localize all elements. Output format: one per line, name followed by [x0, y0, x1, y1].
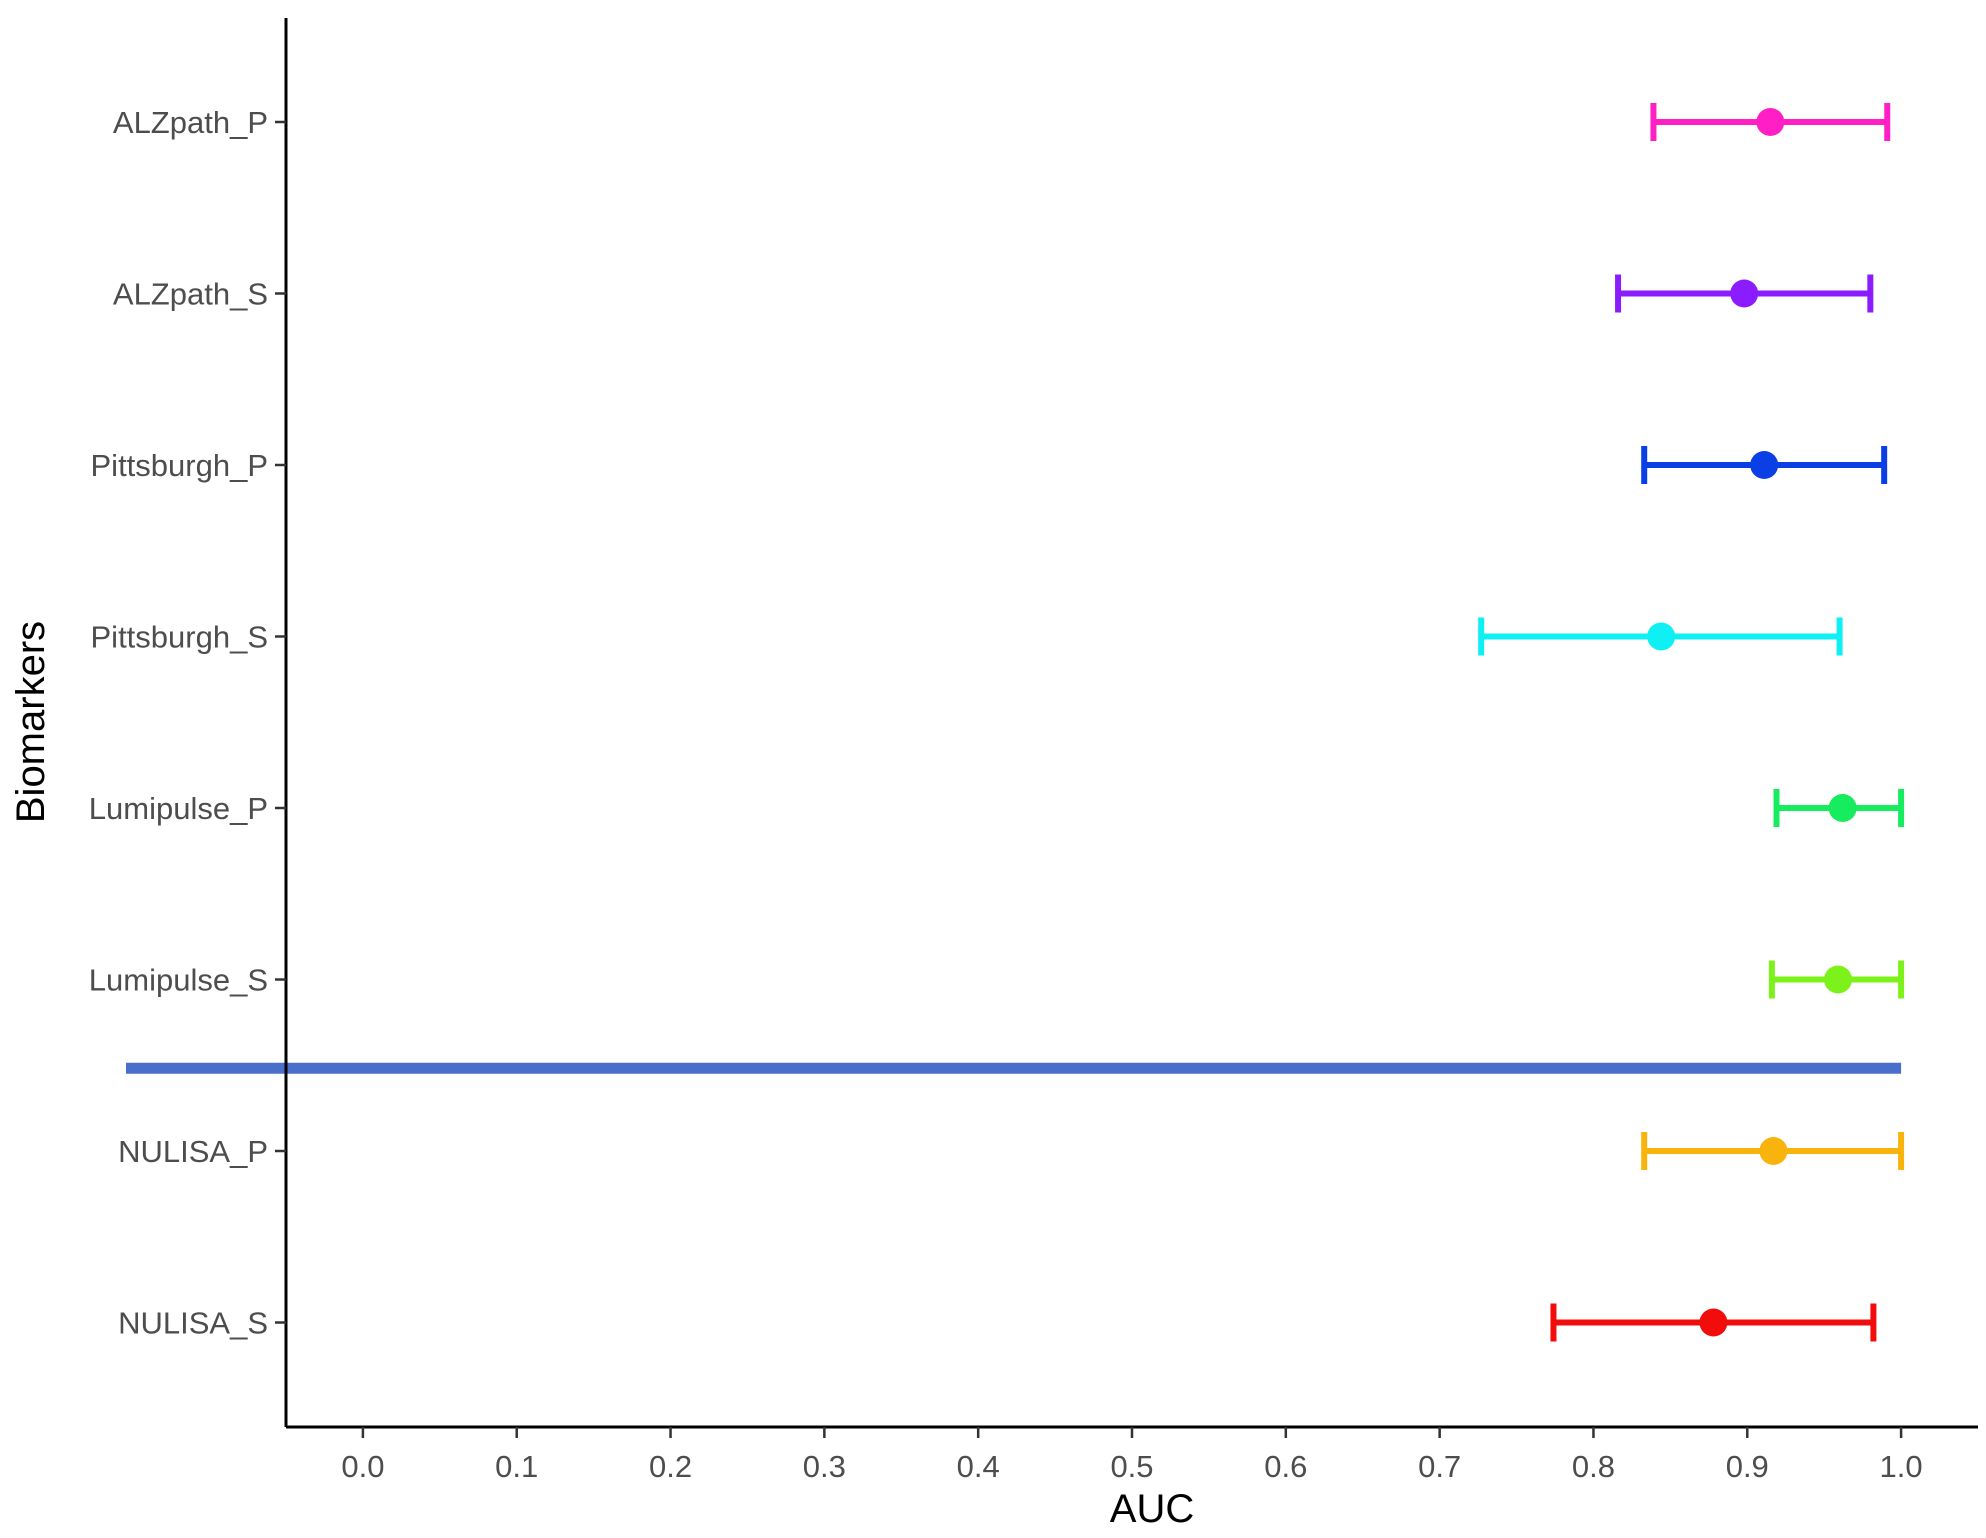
y-axis-title: Biomarkers — [9, 621, 53, 823]
error-bar-group — [1615, 274, 1874, 313]
x-tick-label: 1.0 — [1880, 1449, 1923, 1484]
auc-point — [1730, 279, 1759, 308]
x-tick-label: 0.7 — [1418, 1449, 1461, 1484]
y-tick-label: ALZpath_S — [113, 277, 268, 312]
x-tick-label: 0.5 — [1110, 1449, 1153, 1484]
y-tick-label: Lumipulse_P — [89, 791, 268, 826]
auc-point — [1824, 965, 1853, 994]
error-bar-group — [1550, 1303, 1877, 1342]
error-bar-group — [1641, 1132, 1905, 1170]
y-tick-label: Pittsburgh_S — [91, 620, 269, 655]
y-tick-label: ALZpath_P — [113, 105, 268, 140]
auc-point — [1750, 451, 1779, 479]
x-tick-label: 0.1 — [495, 1449, 538, 1484]
auc-point — [1647, 622, 1676, 651]
error-bar-group — [1768, 960, 1905, 999]
x-tick-label: 0.2 — [649, 1449, 692, 1484]
error-bar-group — [1641, 446, 1888, 484]
auc-point — [1759, 1137, 1788, 1165]
x-tick-label: 0.0 — [341, 1449, 384, 1484]
x-axis-ticks: 0.0 0.1 0.2 0.3 0.4 0.5 0.6 0.7 0.8 0.9 1.0 — [341, 1427, 1923, 1484]
auc-point — [1699, 1308, 1728, 1337]
error-bar-group — [1478, 617, 1843, 656]
error-bars-layer — [1478, 103, 1905, 1342]
x-tick-label: 0.6 — [1264, 1449, 1307, 1484]
y-tick-label: NULISA_P — [118, 1134, 268, 1169]
y-axis-ticks: ALZpath_P ALZpath_S Pittsburgh_P Pittsburgh… — [89, 105, 286, 1341]
x-tick-label: 0.3 — [803, 1449, 846, 1484]
x-tick-label: 0.8 — [1572, 1449, 1615, 1484]
error-bar-group — [1773, 789, 1905, 827]
y-tick-label: NULISA_S — [118, 1306, 268, 1341]
auc-point — [1828, 794, 1857, 822]
auc-point — [1756, 108, 1785, 136]
axes-layer — [284, 18, 1978, 1429]
x-axis-title: AUC — [1110, 1487, 1194, 1531]
x-tick-label: 0.4 — [957, 1449, 1000, 1484]
y-tick-label: Pittsburgh_P — [91, 448, 269, 483]
y-tick-label: Lumipulse_S — [89, 963, 268, 998]
error-bar-group — [1650, 103, 1891, 141]
x-tick-label: 0.9 — [1726, 1449, 1769, 1484]
